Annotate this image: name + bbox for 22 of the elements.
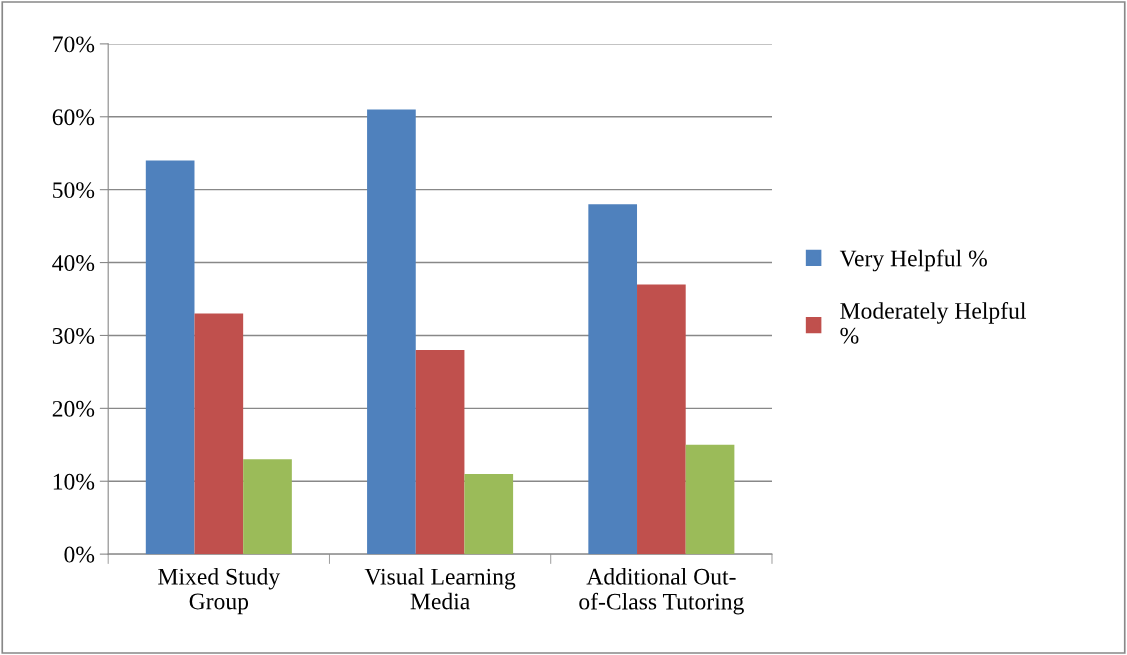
bar (637, 284, 686, 555)
y-tick-label: 10% (53, 473, 95, 490)
bar (415, 350, 465, 555)
y-tick-label: 50% (53, 182, 95, 199)
legend-label: Very Helpful % (839, 249, 987, 272)
x-tick-label: Additional Out- of-Class Tutoring (579, 568, 744, 615)
y-tick-label: 60% (52, 109, 95, 126)
bar (145, 160, 195, 555)
y-tick-label: 0% (64, 546, 95, 563)
bar (685, 444, 735, 555)
y-tick-label: 20% (52, 400, 95, 417)
x-tick-label: Visual Learning Media (364, 568, 516, 610)
bar (367, 109, 416, 555)
y-tick-label: 70% (53, 36, 95, 53)
legend-label: Moderately Helpful % (840, 302, 1026, 344)
x-tick-label: Mixed Study Group (158, 568, 281, 615)
bar (243, 459, 292, 555)
bar (194, 313, 244, 555)
bar (588, 204, 638, 555)
y-tick-label: 40% (52, 255, 95, 272)
y-tick-label: 30% (52, 327, 95, 344)
bar (464, 473, 514, 555)
